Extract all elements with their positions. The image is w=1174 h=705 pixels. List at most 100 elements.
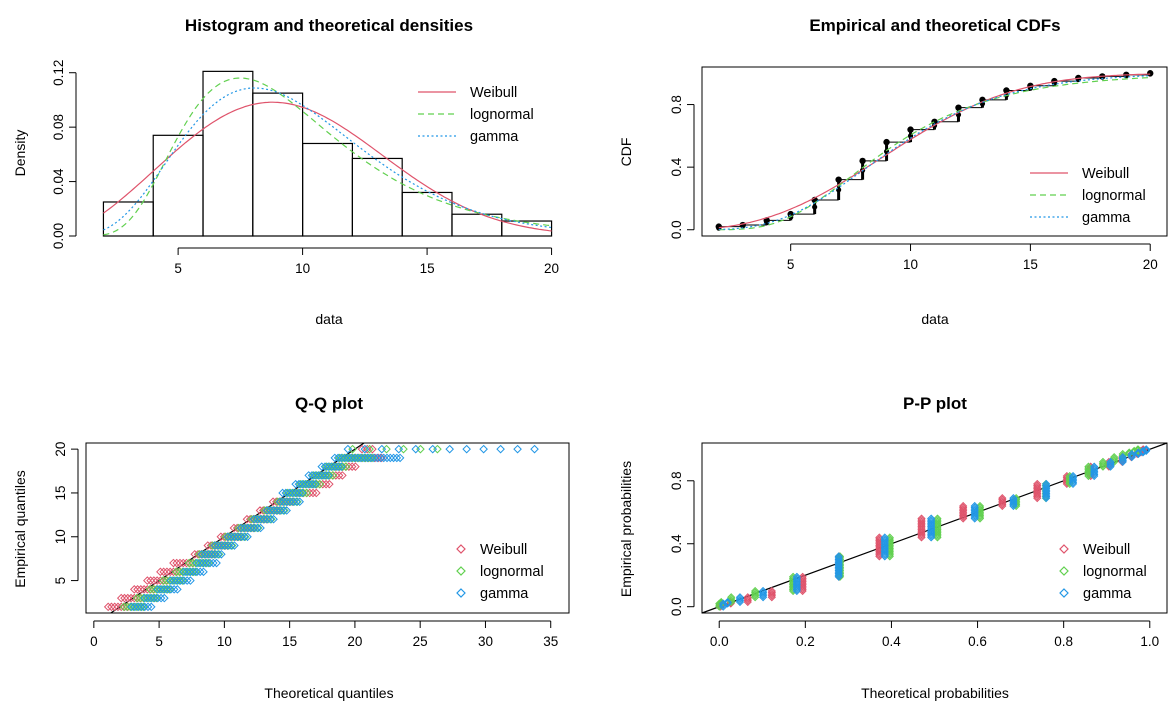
histogram-x-tick-label: 10	[295, 261, 310, 276]
cdf-curve-gamma	[718, 75, 1151, 231]
qq-point-gamma	[359, 453, 369, 463]
cdf-title: Empirical and theoretical CDFs	[809, 16, 1060, 35]
histogram-legend-label-weibull: Weibull	[470, 85, 517, 101]
qq-x-tick-label: 10	[217, 634, 232, 649]
qq-point-gamma	[262, 514, 272, 524]
qq-point-gamma	[210, 541, 220, 550]
qq-point-weibull	[311, 488, 321, 498]
qq-point-lognormal	[158, 576, 168, 585]
qq-point-gamma	[288, 497, 298, 507]
histogram-x-tick-label: 5	[174, 261, 182, 276]
qq-point-gamma	[217, 541, 226, 550]
pp-point-lognormal	[1098, 457, 1108, 466]
pp-x-tick-label: 0.2	[796, 634, 815, 649]
qq-point-weibull	[325, 479, 334, 489]
qq-point-gamma	[479, 444, 488, 454]
qq-point-gamma	[496, 444, 505, 454]
qq-point-gamma	[186, 567, 195, 577]
cdf-curve-weibull	[718, 73, 1151, 229]
qq-point-gamma	[340, 453, 349, 463]
histogram-bar	[401, 191, 453, 237]
qq-y-tick-label: 5	[53, 577, 68, 585]
qq-point-weibull	[165, 567, 175, 577]
qq-point-weibull	[362, 444, 372, 454]
qq-point-gamma	[249, 523, 259, 533]
pp-legend-label-lognormal: lognormal	[1083, 564, 1147, 580]
qq-point-weibull	[331, 471, 341, 480]
qq-point-weibull	[182, 558, 191, 568]
qq-point-gamma	[230, 541, 239, 550]
qq-point-gamma	[233, 532, 242, 542]
qq-point-gamma	[127, 602, 136, 612]
qq-point-gamma	[291, 479, 300, 489]
qq-point-gamma	[226, 532, 236, 542]
histogram-legend-label-lognormal: lognormal	[470, 107, 534, 123]
qq-x-tick-label: 35	[543, 634, 558, 649]
qq-point-weibull	[321, 479, 331, 489]
qq-point-weibull	[178, 558, 188, 568]
qq-point-gamma	[411, 444, 421, 454]
qq-point-gamma	[281, 488, 291, 498]
qq-x-tick-label: 5	[155, 634, 163, 649]
qq-point-gamma	[212, 558, 221, 568]
pp-point-gamma	[1118, 453, 1127, 462]
qq-point-gamma	[239, 532, 249, 542]
qq-point-weibull	[116, 602, 126, 612]
qq-point-gamma	[179, 567, 189, 577]
qq-point-weibull	[308, 488, 318, 498]
histogram-plot: 5 10 15 20 0.00 0.04 0.08 0.12 Weibull lognormal g…	[51, 60, 559, 276]
qq-point-lognormal	[198, 549, 208, 559]
pp-point-gamma	[723, 597, 732, 607]
qq-point-gamma	[320, 471, 330, 480]
pp-x-tick-label: 0.8	[1054, 634, 1073, 649]
qq-point-gamma	[195, 567, 205, 577]
qq-point-weibull	[156, 576, 165, 585]
histogram-bar	[501, 220, 553, 237]
qq-point-weibull	[172, 558, 182, 568]
pp-point-gamma	[1042, 479, 1051, 489]
qq-point-weibull	[110, 602, 120, 612]
qq-point-gamma	[272, 506, 282, 515]
qq-point-gamma	[173, 585, 182, 594]
qq-legend-marker-lognormal	[456, 566, 466, 576]
qq-point-gamma	[160, 593, 169, 603]
pp-point-gamma	[1009, 493, 1018, 503]
qq-point-gamma	[252, 514, 262, 524]
qq-point-gamma	[146, 593, 156, 603]
pp-legend-marker-weibull	[1059, 544, 1069, 554]
qq-point-weibull	[129, 593, 139, 603]
qq-point-gamma	[366, 453, 376, 463]
qq-point-weibull	[169, 567, 178, 577]
qq-point-gamma	[278, 488, 287, 498]
qq-point-weibull	[159, 567, 168, 577]
qq-point-lognormal	[184, 558, 194, 568]
qq-point-weibull	[107, 602, 116, 612]
qq-point-gamma	[320, 462, 330, 471]
qq-point-gamma	[150, 593, 159, 603]
qq-point-gamma	[294, 488, 304, 498]
pp-point-lognormal	[1084, 462, 1093, 471]
qq-point-gamma	[243, 523, 252, 533]
qq-point-gamma	[428, 444, 438, 454]
qq-point-lognormal	[276, 497, 286, 507]
qq-point-gamma	[292, 497, 301, 507]
pp-point-lognormal	[1133, 445, 1143, 454]
qq-point-gamma	[133, 602, 143, 612]
qq-title: Q-Q plot	[295, 394, 363, 413]
qq-point-lognormal	[211, 541, 221, 550]
qq-point-weibull	[123, 593, 133, 603]
pp-y-tick-label: 0.8	[669, 471, 684, 490]
qq-point-weibull	[143, 576, 152, 585]
panel-cdf: Empirical and theoretical CDFs data CDF …	[618, 16, 1168, 327]
qq-point-gamma	[266, 514, 275, 524]
pp-ylabel: Empirical probabilities	[618, 461, 634, 597]
qq-point-gamma	[307, 471, 317, 480]
histogram-y-tick-label: 0.08	[51, 114, 66, 140]
qq-point-gamma	[291, 488, 300, 498]
qq-point-lognormal	[250, 514, 260, 524]
histogram-bar	[351, 157, 403, 237]
qq-point-gamma	[353, 453, 362, 463]
qq-point-gamma	[284, 488, 294, 498]
qq-point-gamma	[205, 558, 215, 568]
qq-point-gamma	[140, 593, 150, 603]
